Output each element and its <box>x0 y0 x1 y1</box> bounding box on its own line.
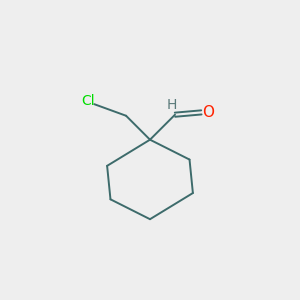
Text: O: O <box>202 105 214 120</box>
Text: H: H <box>166 98 177 112</box>
Text: Cl: Cl <box>81 94 94 108</box>
